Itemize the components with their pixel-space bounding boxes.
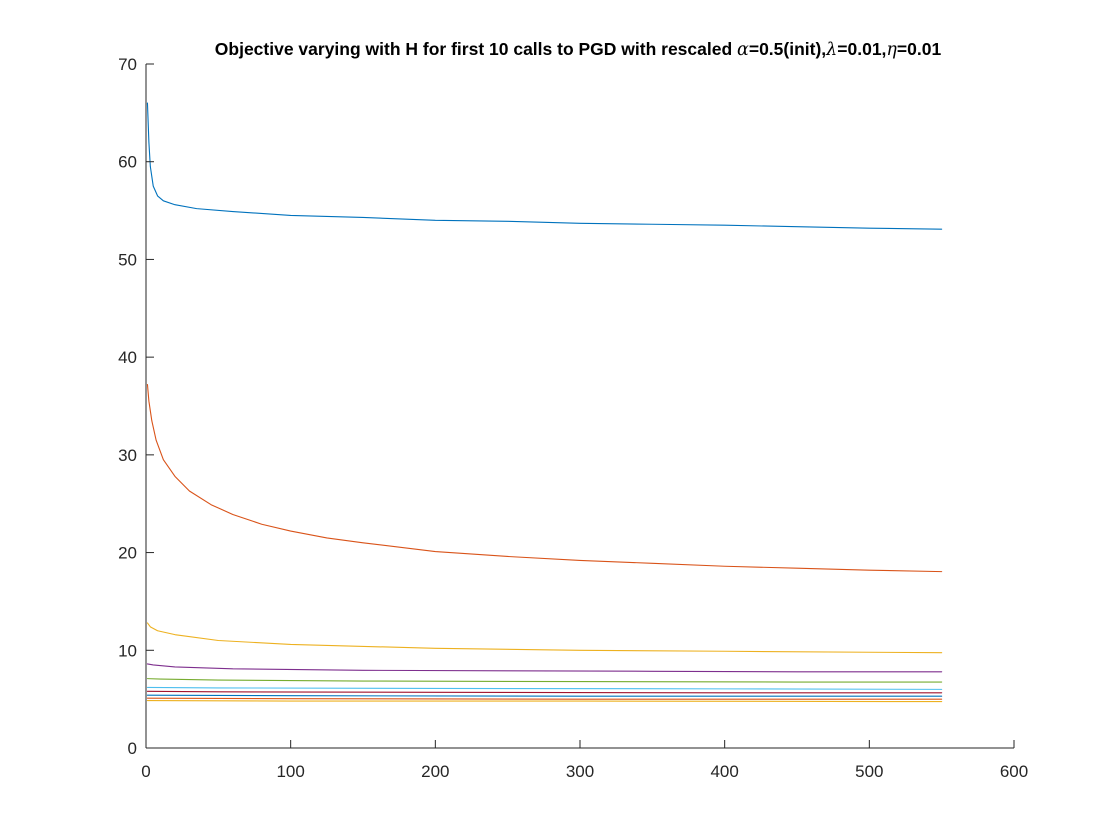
axes-layer: 0 100 200 300 400 500 600 0 10 20 30 40 50 60 70	[118, 55, 1028, 781]
x-tick-label: 500	[855, 762, 883, 781]
chart-title-alpha-value: =0.5(init),	[749, 39, 826, 59]
chart-title-lambda-symbol: λ	[825, 40, 837, 60]
x-tick-label: 600	[1000, 762, 1028, 781]
series-line-1	[146, 102, 943, 230]
y-tick-label: 50	[118, 250, 137, 269]
x-tick-label: 400	[710, 762, 738, 781]
series-line-10	[146, 700, 943, 703]
series-line-3	[146, 622, 943, 654]
x-tick-label: 0	[141, 762, 150, 781]
chart-title-lambda-value: =0.01,	[837, 39, 886, 59]
series-line-8	[146, 694, 943, 697]
y-tick-label: 20	[118, 544, 137, 563]
y-tick-label: 30	[118, 446, 137, 465]
x-tick-label: 300	[566, 762, 594, 781]
series-line-4	[146, 663, 943, 673]
x-tick-label: 200	[421, 762, 449, 781]
y-tick-label: 0	[128, 739, 137, 758]
series-layer	[146, 102, 943, 703]
chart-title-eta-symbol: η	[886, 40, 897, 60]
y-tick-label: 60	[118, 153, 137, 172]
chart-title-prefix: Objective varying with H for first 10 ca…	[215, 39, 737, 59]
series-line-6	[146, 686, 943, 690]
y-tick-label: 10	[118, 641, 137, 660]
series-line-7	[146, 690, 943, 694]
y-tick-label: 70	[118, 55, 137, 74]
x-tick-label: 100	[276, 762, 304, 781]
y-tick-label: 40	[118, 348, 137, 367]
series-line-2	[146, 383, 943, 573]
series-line-5	[146, 678, 943, 683]
chart-title-alpha-symbol: α	[737, 40, 749, 60]
chart-title: Objective varying with H for first 10 ca…	[215, 39, 942, 60]
series-line-9	[146, 697, 943, 700]
chart-title-eta-value: =0.01	[897, 39, 942, 59]
